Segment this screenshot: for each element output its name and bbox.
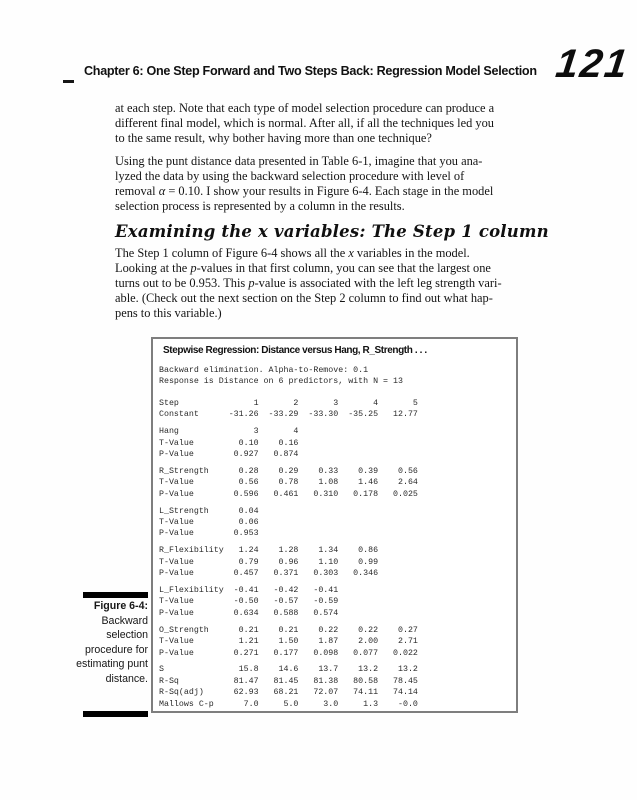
output-variable-group: S 15.8 14.6 13.7 13.2 13.2 R-Sq 81.47 81… [159,665,418,709]
paragraph: at each step. Note that each type of mod… [115,101,495,146]
output-variable-group: L_Strength 0.04 T-Value 0.06 P-Value 0.9… [159,506,259,539]
output-header-lines: Backward elimination. Alpha-to-Remove: 0… [159,366,403,387]
section-heading: Examining the x variables: The Step 1 co… [115,222,549,242]
page-number: 121 [553,42,632,86]
output-variable-group: R_Strength 0.28 0.29 0.33 0.39 0.56 T-Va… [159,466,418,499]
body-text-column: at each step. Note that each type of mod… [115,101,589,329]
figure-caption-label: Figure 6-4: [93,600,148,612]
output-variable-group: Hang 3 4 T-Value 0.10 0.16 P-Value 0.927… [159,427,299,459]
figure-box: Stepwise Regression: Distance versus Han… [151,337,518,713]
stepwise-regression-output: Backward elimination. Alpha-to-Remove: 0… [159,365,516,710]
caption-rule-top [83,592,148,598]
paragraph: The Step 1 column of Figure 6-4 shows al… [115,245,502,321]
figure-caption: Figure 6-4: Backward selection procedure… [70,599,148,687]
output-variable-group: R_Flexibility 1.24 1.28 1.34 0.86 T-Valu… [159,546,379,579]
output-variable-group: O_Strength 0.21 0.21 0.22 0.22 0.27 T-Va… [159,625,418,658]
figure-output-title: Stepwise Regression: Distance versus Han… [163,345,427,356]
running-head-dash [63,80,74,83]
caption-rule-bottom [83,711,148,717]
paragraph: Using the punt distance data presented i… [115,153,494,214]
chapter-running-head: Chapter 6: One Step Forward and Two Step… [84,64,537,78]
output-variable-group: L_Flexibility -0.41 -0.42 -0.41 T-Value … [159,586,339,618]
figure-caption-text: Backward selection procedure for estimat… [76,614,148,685]
output-variable-group: Step 1 2 3 4 5 Constant -31.26 -33.29 -3… [159,398,418,420]
